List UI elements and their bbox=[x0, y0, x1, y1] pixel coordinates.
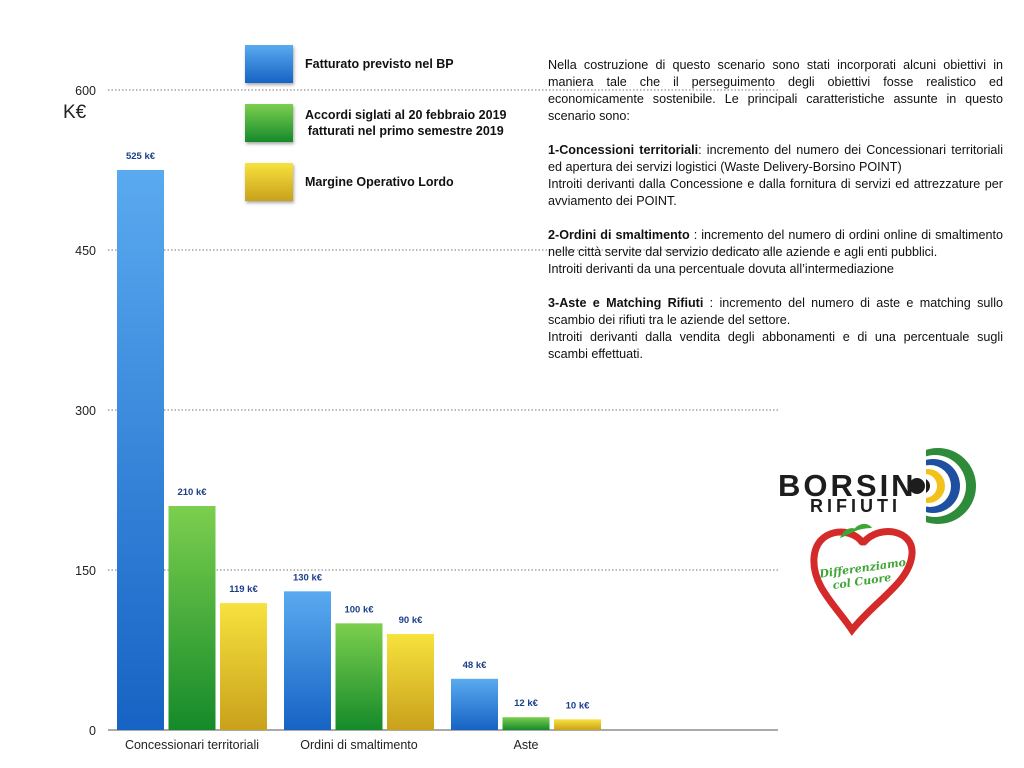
target-rings-icon bbox=[896, 446, 976, 526]
legend-item-margine: Margine Operativo Lordo bbox=[245, 163, 454, 201]
x-category-label: Aste bbox=[513, 738, 538, 752]
bar bbox=[168, 506, 216, 730]
bar bbox=[220, 603, 267, 730]
bar bbox=[335, 623, 383, 730]
bar bbox=[502, 717, 550, 730]
bars bbox=[117, 170, 601, 730]
description-intro: Nella costruzione di questo scenario son… bbox=[548, 58, 1003, 123]
legend-swatch-yellow bbox=[245, 163, 293, 201]
data-label: 525 k€ bbox=[126, 151, 156, 162]
data-label: 100 k€ bbox=[344, 604, 374, 615]
differenziamo-col-cuore-logo: Differenziamo col Cuore bbox=[806, 520, 918, 638]
item-title: 1-Concessioni territoriali bbox=[548, 143, 699, 157]
bar bbox=[284, 591, 331, 730]
legend-swatch-blue bbox=[245, 45, 293, 83]
y-tick-label: 0 bbox=[89, 724, 96, 738]
borsino-wordmark: BORSIN bbox=[778, 468, 917, 503]
description-item-3: 3-Aste e Matching Rifiuti : incremento d… bbox=[548, 295, 1003, 363]
heart-icon bbox=[810, 523, 916, 636]
legend-label: Fatturato previsto nel BP bbox=[305, 57, 454, 71]
data-label: 210 k€ bbox=[177, 487, 207, 498]
labels: 0 150 300 450 600 K€ 525 k€ 210 k€ 119 k€ Concess… bbox=[63, 84, 590, 752]
data-label: 90 k€ bbox=[399, 615, 423, 626]
bar bbox=[451, 678, 498, 730]
legend-item-fatturato: Fatturato previsto nel BP bbox=[245, 45, 454, 83]
borsino-rifiuti-logo: BORSIN RIFIUTI bbox=[778, 446, 983, 526]
y-tick-label: 150 bbox=[75, 564, 96, 578]
y-tick-label: 300 bbox=[75, 404, 96, 418]
description-item-2: 2-Ordini di smaltimento : incremento del… bbox=[548, 227, 1003, 278]
legend-swatch-green bbox=[245, 104, 293, 142]
y-axis-label: K€ bbox=[63, 102, 87, 123]
y-tick-label: 600 bbox=[75, 84, 96, 98]
item-text: : incremento del numero di ordini online… bbox=[548, 228, 1004, 259]
x-category-label: Ordini di smaltimento bbox=[300, 738, 417, 752]
description-item-1: 1-Concessioni territoriali: incremento d… bbox=[548, 142, 1003, 210]
item-title: 3-Aste e Matching Rifiuti bbox=[548, 296, 704, 310]
data-label: 10 k€ bbox=[566, 700, 590, 711]
description-panel: Nella costruzione di questo scenario son… bbox=[548, 57, 1003, 380]
grid-lines bbox=[108, 89, 778, 731]
item-detail: Introiti derivanti dalla Concessione e d… bbox=[548, 177, 1003, 208]
item-detail: Introiti derivanti dalla vendita degli a… bbox=[548, 330, 1003, 361]
item-title: 2-Ordini di smaltimento bbox=[548, 228, 690, 242]
legend-label: Margine Operativo Lordo bbox=[305, 175, 454, 189]
item-text: : incremento del numero di aste e matchi… bbox=[548, 296, 1004, 327]
rifiuti-wordmark: RIFIUTI bbox=[810, 496, 901, 516]
legend-label: Accordi siglati al 20 febbraio 2019 fatt… bbox=[305, 108, 507, 138]
item-detail: Introiti derivanti da una percentuale do… bbox=[548, 262, 894, 276]
x-category-label: Concessionari territoriali bbox=[125, 738, 259, 752]
legend-item-accordi: Accordi siglati al 20 febbraio 2019 fatt… bbox=[245, 104, 506, 142]
data-label: 130 k€ bbox=[293, 572, 323, 583]
bar bbox=[117, 170, 164, 730]
data-label: 48 k€ bbox=[463, 660, 487, 671]
item-text: : incremento del numero dei Concessionar… bbox=[548, 143, 1003, 174]
data-label: 12 k€ bbox=[514, 698, 538, 709]
data-label: 119 k€ bbox=[229, 584, 258, 595]
y-tick-label: 450 bbox=[75, 244, 96, 258]
bar bbox=[554, 719, 601, 730]
bar bbox=[387, 634, 434, 730]
